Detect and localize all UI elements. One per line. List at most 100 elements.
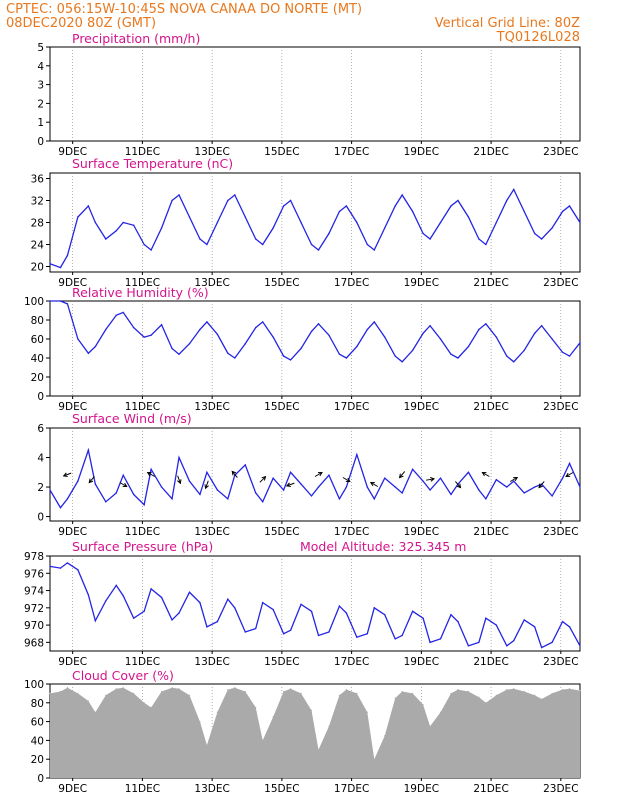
series-point <box>485 323 487 325</box>
series-point <box>457 199 459 202</box>
wind-arrow-shaft <box>63 472 72 477</box>
y-tick-label: 32 <box>31 196 44 208</box>
series-point <box>495 478 498 481</box>
wind-arrow-head <box>122 482 128 488</box>
series-point <box>244 216 246 218</box>
series-point <box>450 493 452 496</box>
cloud-point <box>422 704 424 706</box>
cloud-point <box>579 689 581 692</box>
series-point <box>310 243 313 246</box>
header-grid-line: Vertical Grid Line: 80Z <box>435 16 580 31</box>
cloud-point <box>206 744 208 746</box>
series-point <box>467 345 470 348</box>
cloud-point <box>439 711 442 713</box>
plot-frame <box>49 300 581 397</box>
series-point <box>478 641 480 644</box>
wind-arrow-shaft <box>119 482 127 487</box>
cloud-point <box>77 692 79 695</box>
series-point <box>143 610 145 612</box>
series-point <box>495 336 498 338</box>
cloud-point <box>188 694 191 696</box>
series-point <box>485 617 487 619</box>
y-tick-label: 0 <box>37 773 44 785</box>
x-tick-label: 13DEC <box>194 783 229 795</box>
y-tick-label: 3 <box>37 80 44 92</box>
x-tick-label: 9DEC <box>58 526 87 538</box>
cloud-point <box>328 725 330 727</box>
cloud-point <box>429 725 431 727</box>
x-tick-label: 19DEC <box>404 526 439 538</box>
series-point <box>282 633 285 635</box>
series-point <box>143 243 145 246</box>
series-point <box>485 498 487 500</box>
y-tick-label: 80 <box>31 315 44 327</box>
series-point <box>457 357 459 359</box>
series-point <box>394 355 396 357</box>
wind-arrow-shaft <box>88 476 95 483</box>
y-tick-label: 970 <box>24 620 44 632</box>
y-tick-label: 1 <box>37 117 44 129</box>
wind-arrow-head <box>565 472 571 478</box>
wind-arrow-shaft <box>205 480 209 489</box>
series-point <box>506 355 508 357</box>
series-point <box>384 477 386 479</box>
cloud-point <box>541 698 543 700</box>
panels-group: 0 1 2 3 4 5 9DEC 11DEC 13DEC 15DEC 17DEC 19DEC 21DEC… <box>24 31 581 795</box>
x-tick-label: 21DEC <box>473 783 508 795</box>
x-tick-label: 11DEC <box>125 526 160 538</box>
series-point <box>551 641 553 644</box>
series-point <box>422 480 424 482</box>
series-point <box>255 238 257 240</box>
series-point <box>384 336 386 338</box>
series-line <box>50 300 581 363</box>
series-point <box>384 227 386 229</box>
series-point <box>394 205 396 207</box>
x-tick-label: 23DEC <box>543 526 578 538</box>
cloud-point <box>262 739 264 742</box>
series-point <box>59 567 62 569</box>
series-point <box>199 601 201 604</box>
series-point <box>533 332 536 334</box>
panel-title: Surface Pressure (hPa) <box>72 539 213 554</box>
series-point <box>87 352 90 354</box>
series-line <box>49 188 581 269</box>
x-tick-label: 23DEC <box>543 783 578 795</box>
y-tick-label: 976 <box>24 568 44 580</box>
series-point <box>216 221 219 224</box>
series-point <box>59 300 62 302</box>
series-point <box>328 631 330 633</box>
series-point <box>328 334 330 336</box>
x-tick-label: 15DEC <box>264 656 299 668</box>
series-point <box>450 353 452 355</box>
series-point <box>478 489 480 491</box>
series-point <box>261 501 264 503</box>
series-point <box>178 194 180 196</box>
wind-arrow-shaft <box>399 471 406 478</box>
series-point <box>87 594 90 596</box>
x-tick-label: 17DEC <box>334 656 369 668</box>
panel-title: Cloud Cover (%) <box>72 668 174 683</box>
series-point <box>171 199 173 202</box>
series-point <box>122 474 124 476</box>
y-tick-label: 20 <box>31 372 44 384</box>
y-tick-label: 100 <box>24 296 44 308</box>
cloud-point <box>495 694 497 696</box>
series-point <box>506 486 508 488</box>
x-tick-label: 21DEC <box>473 656 508 668</box>
model-altitude-label: Model Altitude: 325.345 m <box>300 539 466 554</box>
wind-arrow-head <box>345 477 351 483</box>
series-point <box>345 205 348 207</box>
series-point <box>206 243 208 246</box>
series-point <box>77 216 79 218</box>
series-point <box>366 328 369 331</box>
series-point <box>94 620 97 622</box>
series-point <box>272 608 274 611</box>
wind-arrow-head <box>177 479 182 485</box>
series-point <box>272 227 274 229</box>
cloud-point <box>485 702 487 704</box>
y-tick-label: 2 <box>37 98 44 110</box>
series-point <box>506 199 508 202</box>
x-tick-label: 19DEC <box>404 656 439 668</box>
series-point <box>150 588 152 590</box>
series-point <box>188 343 191 345</box>
